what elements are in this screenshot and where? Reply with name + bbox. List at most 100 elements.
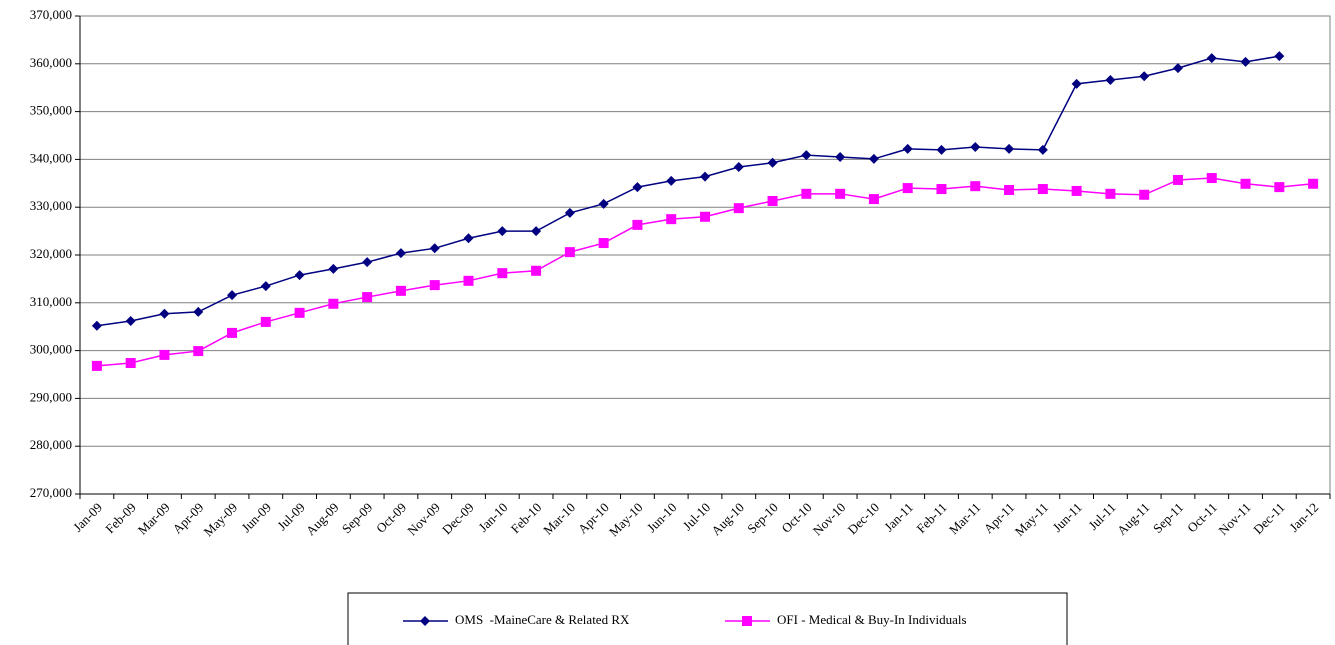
x-tick-label: Mar-09: [135, 500, 173, 538]
data-point: [1105, 188, 1116, 199]
data-point: [1139, 189, 1150, 200]
x-tick-label: Sep-11: [1150, 500, 1186, 536]
data-point: [970, 181, 981, 192]
x-tick-label: Oct-09: [373, 500, 409, 536]
y-tick-label: 320,000: [30, 246, 72, 261]
data-point: [395, 285, 406, 296]
y-tick-label: 350,000: [30, 103, 72, 118]
legend-box: [347, 592, 1068, 645]
data-point: [767, 157, 778, 168]
x-tick-label: Sep-09: [339, 500, 376, 537]
data-point: [362, 292, 373, 303]
legend: OMS -MaineCare & Related RX OFI - Medical…: [347, 592, 1068, 645]
x-tick-label: May-09: [201, 500, 241, 540]
data-point: [666, 175, 677, 186]
data-point: [159, 349, 170, 360]
x-tick-label: Jan-10: [475, 500, 510, 535]
data-point: [497, 226, 508, 237]
x-tick-label: Feb-11: [913, 500, 949, 536]
x-tick-label: Nov-10: [810, 500, 849, 539]
data-point: [1004, 184, 1015, 195]
data-point: [328, 298, 339, 309]
x-tick-label: Jan-09: [70, 500, 105, 535]
data-point: [227, 290, 238, 301]
data-point: [902, 143, 913, 154]
data-point: [227, 327, 238, 338]
legend-label: OFI - Medical & Buy-In Individuals: [777, 612, 967, 627]
data-point: [1274, 182, 1285, 193]
data-point: [1172, 174, 1183, 185]
x-tick-label: Sep-10: [744, 500, 781, 537]
data-point: [395, 248, 406, 259]
x-tick-label: Feb-09: [102, 500, 139, 537]
x-tick-label: Jun-09: [238, 500, 274, 536]
data-point: [564, 207, 575, 218]
data-point: [463, 275, 474, 286]
x-tick-label: Feb-10: [508, 500, 545, 537]
data-point: [801, 150, 812, 161]
data-point: [1139, 71, 1150, 82]
data-point: [260, 281, 271, 292]
x-tick-label: Apr-10: [575, 500, 612, 537]
data-point: [1004, 143, 1015, 154]
data-point: [1240, 178, 1251, 189]
x-tick-label: Aug-09: [303, 500, 342, 539]
data-point: [260, 316, 271, 327]
x-tick-label: Jan-12: [1286, 500, 1321, 535]
series-line: [96, 55, 1280, 327]
x-tick-label: May-10: [606, 500, 646, 540]
x-tick-label: Oct-10: [778, 500, 814, 536]
data-point: [801, 188, 812, 199]
data-point: [1206, 53, 1217, 64]
y-tick-label: 300,000: [30, 342, 72, 357]
x-tick-label: Jan-11: [881, 500, 916, 535]
data-point: [1308, 178, 1319, 189]
x-tick-label: Nov-11: [1215, 500, 1253, 538]
data-point: [700, 171, 710, 182]
legend-marker: [742, 616, 752, 626]
data-point: [1172, 63, 1183, 74]
x-tick-label: Aug-11: [1114, 500, 1152, 538]
y-tick-label: 310,000: [30, 294, 72, 309]
data-point: [868, 153, 879, 164]
x-tick-label: Apr-09: [169, 500, 206, 537]
data-point: [564, 247, 575, 258]
data-point: [531, 226, 542, 237]
data-point: [598, 198, 609, 209]
series-line: [96, 177, 1314, 367]
data-point: [463, 233, 474, 244]
data-point: [1071, 78, 1082, 89]
y-tick-label: 370,000: [30, 7, 72, 22]
data-point: [835, 152, 846, 163]
x-tick-label: Oct-11: [1184, 500, 1220, 536]
data-point: [666, 214, 677, 225]
data-point: [1037, 184, 1048, 195]
data-point: [328, 263, 339, 274]
x-tick-label: May-11: [1012, 500, 1051, 539]
data-point: [125, 315, 136, 326]
x-tick-label: Jun-11: [1050, 500, 1085, 535]
data-point: [1105, 75, 1116, 86]
data-point: [902, 183, 913, 194]
data-point: [159, 308, 170, 319]
x-tick-label: Aug-10: [708, 500, 747, 539]
y-tick-label: 290,000: [30, 389, 72, 404]
data-point: [497, 268, 508, 279]
data-point: [936, 184, 947, 195]
y-tick-label: 280,000: [30, 437, 72, 452]
data-point: [835, 188, 846, 199]
x-tick-label: Dec-10: [844, 500, 882, 538]
y-tick-label: 270,000: [30, 485, 72, 500]
x-tick-label: Apr-11: [981, 500, 1018, 537]
data-point: [294, 270, 305, 281]
legend-label: OMS -MaineCare & Related RX: [455, 612, 630, 627]
data-point: [700, 211, 710, 222]
data-point: [362, 257, 373, 268]
data-point: [632, 219, 643, 230]
legend-marker: [420, 616, 430, 626]
x-tick-label: Dec-11: [1250, 500, 1287, 537]
data-point: [970, 141, 981, 152]
data-point: [91, 320, 102, 331]
